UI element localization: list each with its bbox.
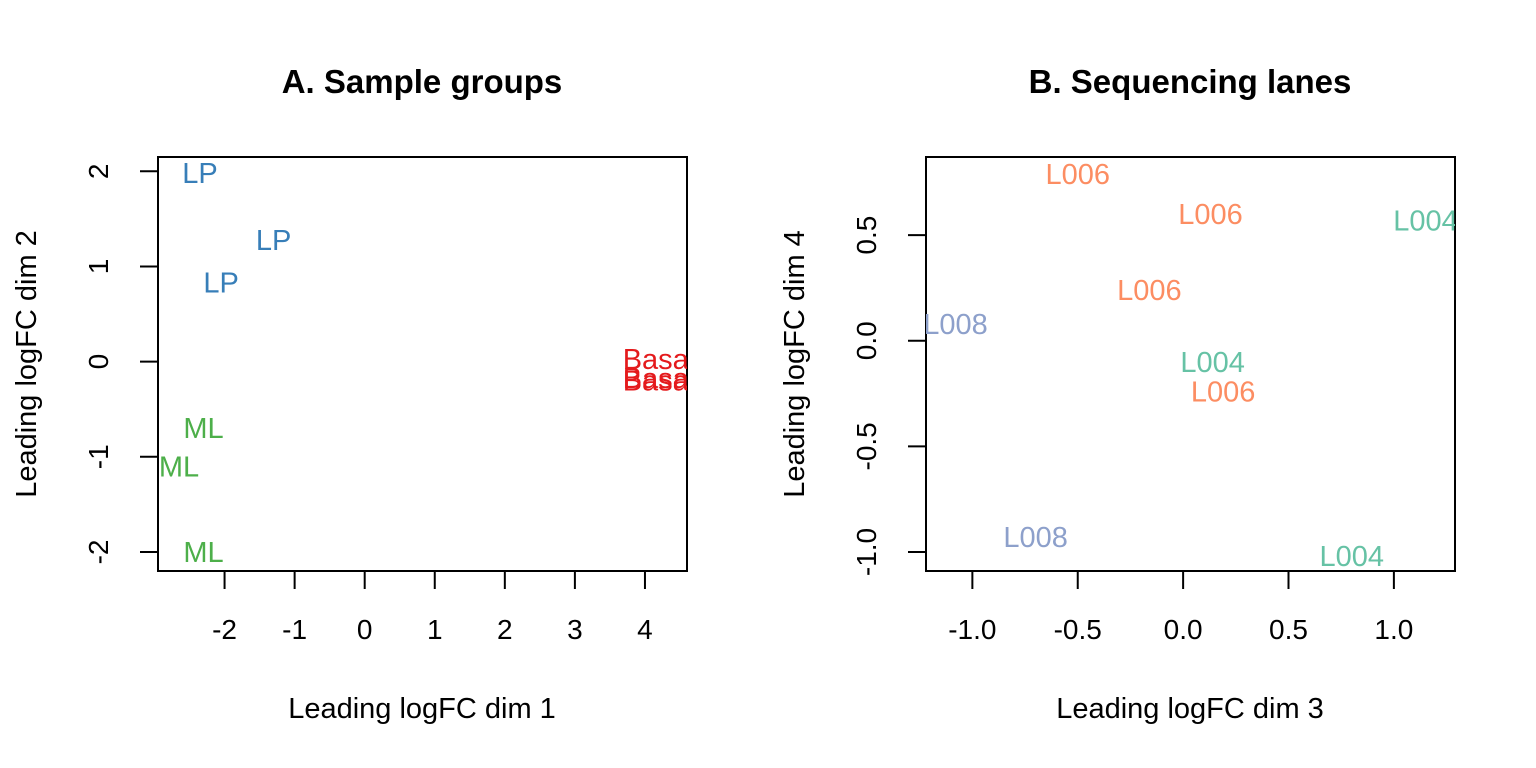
y-tick-label: 2 <box>83 163 114 179</box>
y-tick-label: -1.0 <box>851 528 882 576</box>
y-tick-label: -0.5 <box>851 422 882 470</box>
point-label: Basal <box>623 344 696 376</box>
x-tick-label: -0.5 <box>1054 614 1102 645</box>
x-axis-label: Leading logFC dim 1 <box>288 693 556 725</box>
x-tick-label: 0.5 <box>1269 614 1308 645</box>
x-tick-label: 4 <box>637 614 653 645</box>
plot-frame <box>157 156 688 572</box>
point-label: LP <box>203 268 238 300</box>
panel-sample-groups: A. Sample groups Leading logFC dim 1 Lea… <box>11 63 696 725</box>
y-tick-label: 0 <box>83 354 114 370</box>
point-label: L006 <box>1191 376 1256 408</box>
point-label: Basal <box>623 366 696 398</box>
y-axis-label: Leading logFC dim 2 <box>11 230 43 498</box>
point-label: ML <box>183 537 223 569</box>
y-tick-label: -2 <box>83 540 114 565</box>
y-tick-label: -1 <box>83 444 114 469</box>
point-label: L004 <box>1319 541 1384 573</box>
point-label: L008 <box>923 309 988 341</box>
chart-title: B. Sequencing lanes <box>1029 63 1352 100</box>
y-ticks: -1.0 -0.5 0.0 0.5 <box>851 216 927 576</box>
x-tick-label: 2 <box>497 614 513 645</box>
point-label: L004 <box>1393 205 1458 237</box>
x-tick-label: -1.0 <box>948 614 996 645</box>
x-ticks: -2 -1 0 1 2 3 4 <box>212 570 653 645</box>
x-axis-label: Leading logFC dim 3 <box>1056 693 1324 725</box>
y-tick-label: 1 <box>83 259 114 275</box>
y-tick-label: 0.5 <box>851 216 882 255</box>
point-label: Basal <box>623 363 696 395</box>
y-axis-label: Leading logFC dim 4 <box>779 230 811 498</box>
x-tick-label: 1.0 <box>1374 614 1413 645</box>
x-tick-label: -1 <box>282 614 307 645</box>
point-label: LP <box>182 158 217 190</box>
x-tick-label: 3 <box>567 614 583 645</box>
point-label: L006 <box>1178 199 1243 231</box>
y-tick-label: 0.0 <box>851 321 882 360</box>
x-tick-label: 0 <box>357 614 373 645</box>
point-label: L006 <box>1045 159 1110 191</box>
point-label: ML <box>183 413 223 445</box>
point-label: L006 <box>1117 275 1182 307</box>
point-label: LP <box>256 225 291 257</box>
y-ticks: -2 -1 0 1 2 <box>83 163 159 565</box>
point-label: L008 <box>1003 522 1068 554</box>
panel-sequencing-lanes: B. Sequencing lanes Leading logFC dim 3 … <box>779 63 1458 725</box>
x-tick-label: 1 <box>427 614 443 645</box>
x-tick-label: 0.0 <box>1164 614 1203 645</box>
x-tick-label: -2 <box>212 614 237 645</box>
x-ticks: -1.0 -0.5 0.0 0.5 1.0 <box>948 570 1413 645</box>
point-label: L004 <box>1180 347 1245 379</box>
chart-title: A. Sample groups <box>282 63 563 100</box>
point-label: ML <box>159 451 199 483</box>
